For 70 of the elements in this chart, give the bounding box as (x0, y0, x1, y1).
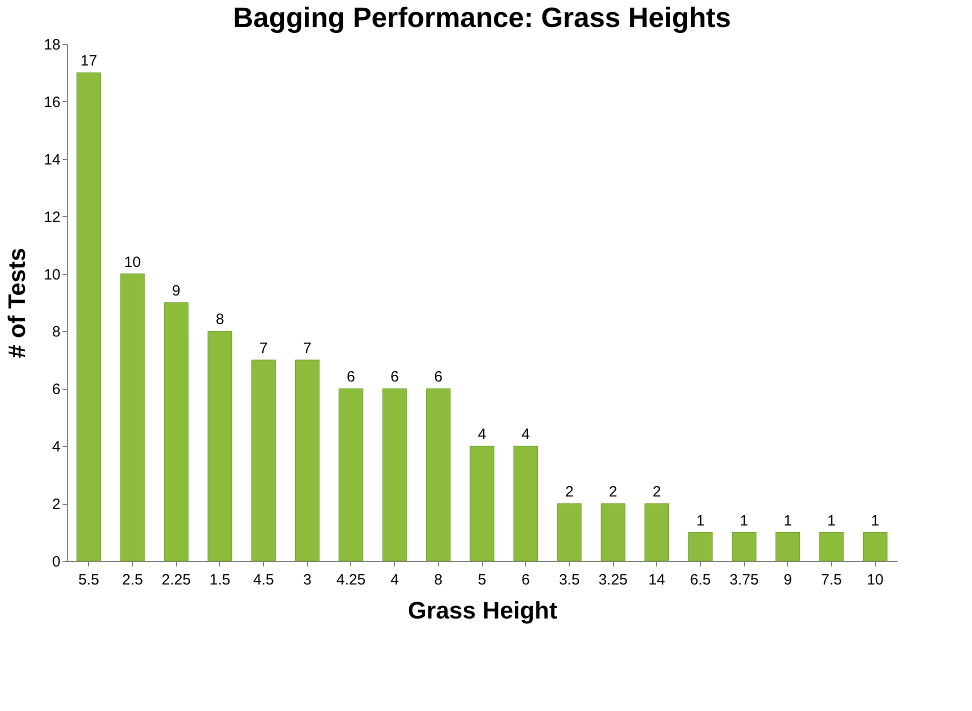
data-label: 9 (172, 282, 180, 300)
bar (776, 532, 800, 562)
data-label: 2 (608, 484, 618, 501)
y-tick-label: 10 (44, 266, 60, 284)
bar (120, 274, 145, 562)
x-tick-label: 3.75 (730, 572, 759, 588)
x-tick-label: 5.5 (78, 572, 100, 588)
bar (382, 388, 407, 562)
x-tick-label: 2.25 (162, 572, 191, 588)
x-tick-label: 3 (303, 572, 312, 588)
data-label: 10 (124, 254, 141, 271)
x-tick-label: 3.5 (558, 572, 580, 588)
bar (688, 532, 713, 562)
bar (644, 503, 669, 562)
x-tick-label: 6.5 (690, 572, 711, 588)
y-tick-label: 18 (44, 36, 60, 54)
bar (164, 302, 188, 562)
x-axis-title: Grass Height (408, 598, 558, 624)
data-label: 1 (696, 512, 705, 530)
y-tick-label: 6 (52, 381, 60, 398)
x-tick-label: 4 (390, 572, 399, 588)
y-tick-label: 8 (52, 324, 60, 341)
data-label: 1 (870, 512, 880, 530)
y-tick-label: 12 (44, 208, 60, 226)
x-tick-label: 8 (434, 572, 442, 588)
x-tick-label: 5 (478, 572, 486, 588)
bar (76, 72, 102, 562)
data-label: 1 (740, 512, 748, 530)
x-tick-label: 6 (522, 572, 530, 588)
bar (426, 388, 451, 562)
data-label: 1 (784, 512, 792, 530)
bar (295, 360, 320, 562)
y-tick-label: 0 (52, 554, 60, 570)
data-label: 2 (652, 484, 661, 501)
bar (600, 503, 626, 562)
bar (513, 446, 538, 562)
data-label: 6 (434, 368, 442, 386)
chart-title: Bagging Performance: Grass Heights (233, 2, 731, 33)
x-tick-label: 2.5 (122, 572, 143, 588)
bar (862, 532, 888, 562)
data-label: 4 (478, 426, 486, 444)
x-tick-label: 4.25 (336, 572, 366, 588)
y-tick-label: 2 (52, 496, 60, 514)
y-tick-label: 14 (44, 151, 60, 168)
bar (557, 503, 582, 562)
y-axis-title: # of Tests (4, 248, 31, 358)
x-tick-label: 9 (784, 572, 792, 588)
data-label: 6 (390, 368, 399, 386)
bar (732, 532, 756, 562)
x-tick-label: 4.5 (253, 572, 274, 588)
y-tick-label: 4 (52, 438, 60, 456)
bar (338, 388, 364, 562)
data-label: 7 (303, 340, 312, 357)
x-tick-label: 1.5 (209, 572, 230, 588)
data-label: 6 (346, 368, 356, 386)
x-tick-label: 10 (866, 572, 884, 588)
data-label: 7 (259, 340, 268, 357)
y-tick-label: 16 (44, 94, 60, 111)
bar (470, 446, 494, 562)
bar (819, 532, 844, 562)
x-tick-label: 7.5 (821, 572, 842, 588)
data-label: 17 (80, 52, 98, 70)
bar (208, 330, 232, 562)
data-label: 4 (522, 426, 530, 444)
bar (251, 360, 276, 562)
data-label: 1 (827, 512, 836, 530)
x-tick-label: 3.25 (598, 572, 628, 588)
data-label: 2 (565, 484, 574, 501)
data-label: 8 (216, 311, 224, 328)
x-tick-label: 14 (648, 572, 666, 588)
